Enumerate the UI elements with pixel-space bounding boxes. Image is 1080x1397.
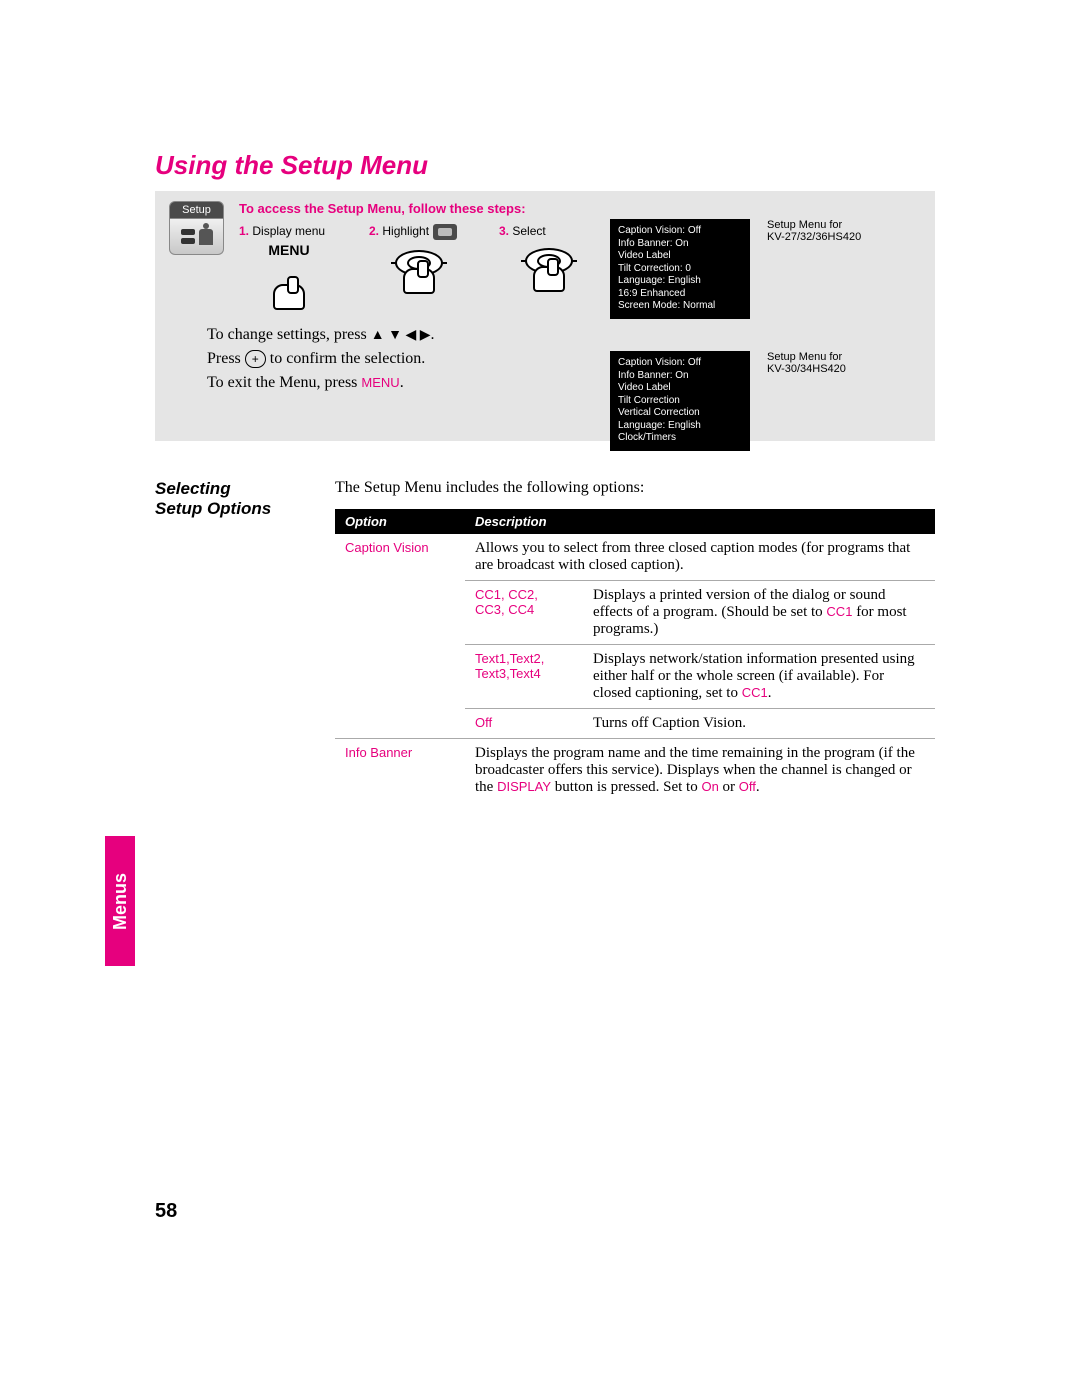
option-desc: Displays the program name and the time r… xyxy=(465,739,935,803)
desc-text: button is pressed. Set to xyxy=(551,779,701,795)
option-name: Caption Vision xyxy=(345,540,429,555)
osd-preview-1: Caption Vision: Off Info Banner: On Vide… xyxy=(610,219,750,319)
table-row: Caption Vision Allows you to select from… xyxy=(335,534,935,581)
sub-option-key: CC1, CC2, xyxy=(475,587,575,602)
remote-select-icon xyxy=(519,242,579,287)
osd2-line: Info Banner: On xyxy=(618,370,742,383)
osd2-line: Vertical Correction xyxy=(618,407,742,420)
table-row: Info Banner Displays the program name an… xyxy=(335,739,935,803)
sub-option-desc: Displays a printed version of the dialog… xyxy=(593,587,925,638)
instr-text: Press xyxy=(207,350,245,367)
side-tab-label: Menus xyxy=(110,872,131,929)
step-2-label: Highlight xyxy=(382,224,429,238)
step-3-num: 3. xyxy=(499,224,509,238)
osd1-caption: Setup Menu for KV-27/32/36HS420 xyxy=(767,219,917,243)
osd2-caption-b: KV-30/34HS420 xyxy=(767,363,917,375)
instruction-panel: Setup To access the Setup Menu, follow t… xyxy=(155,191,935,441)
osd1-line: Screen Mode: Normal xyxy=(618,300,742,313)
desc-pink: Off xyxy=(739,779,756,794)
instr-text: . xyxy=(430,326,434,343)
table-row: CC1, CC2, CC3, CC4 Displays a printed ve… xyxy=(335,581,935,645)
col-description: Description xyxy=(465,509,935,534)
option-desc: Allows you to select from three closed c… xyxy=(465,534,935,581)
osd1-line: Language: English xyxy=(618,275,742,288)
sub-option-desc: Displays network/station information pre… xyxy=(593,651,925,702)
step-1-num: 1. xyxy=(239,224,249,238)
arrow-icons: ▲ ▼ ◀ ▶ xyxy=(371,328,431,343)
section-heading: Selecting Setup Options xyxy=(155,479,305,802)
osd2-line: Tilt Correction xyxy=(618,395,742,408)
osd1-line: Info Banner: On xyxy=(618,238,742,251)
option-name: Info Banner xyxy=(345,745,412,760)
remote-dpad-icon xyxy=(389,244,449,289)
step-3: 3. Select xyxy=(499,224,599,287)
highlight-chip-icon xyxy=(433,224,457,240)
osd2-line: Clock/Timers xyxy=(618,432,742,445)
col-option: Option xyxy=(335,509,465,534)
step-3-label: Select xyxy=(512,224,545,238)
desc-pink: DISPLAY xyxy=(497,779,551,794)
table-row: Text1,Text2, Text3,Text4 Displays networ… xyxy=(335,645,935,709)
osd1-line: Tilt Correction: 0 xyxy=(618,263,742,276)
instr-text: to confirm the selection. xyxy=(266,350,426,367)
instr-text: . xyxy=(400,374,404,391)
osd2-line: Language: English xyxy=(618,420,742,433)
desc-text: or xyxy=(719,779,739,795)
step-2-num: 2. xyxy=(369,224,379,238)
sub-option-key: CC3, CC4 xyxy=(475,602,575,617)
desc-pink: On xyxy=(701,779,718,794)
osd2-line: Video Label xyxy=(618,382,742,395)
section-heading-line: Selecting xyxy=(155,479,305,499)
step-1-label: Display menu xyxy=(252,224,325,238)
osd1-caption-b: KV-27/32/36HS420 xyxy=(767,231,917,243)
instructions-block: To change settings, press ▲ ▼ ◀ ▶. Press… xyxy=(207,323,567,395)
desc-pink: CC1 xyxy=(826,604,852,619)
instr-text: To change settings, press xyxy=(207,326,371,343)
section-intro: The Setup Menu includes the following op… xyxy=(335,479,935,497)
setup-icon-label: Setup xyxy=(169,201,224,219)
desc-pink: CC1 xyxy=(742,685,768,700)
menu-keyword: MENU xyxy=(361,375,399,390)
osd1-line: 16:9 Enhanced xyxy=(618,288,742,301)
osd1-line: Video Label xyxy=(618,250,742,263)
step-2: 2. Highlight xyxy=(369,224,469,289)
access-heading: To access the Setup Menu, follow these s… xyxy=(239,201,917,216)
desc-text: . xyxy=(768,685,772,701)
options-table: Option Description Caption Vision Allows… xyxy=(335,509,935,802)
desc-text: . xyxy=(756,779,760,795)
osd-preview-2: Caption Vision: Off Info Banner: On Vide… xyxy=(610,351,750,451)
sub-option-key: Off xyxy=(475,715,575,730)
remote-thumb-icon xyxy=(259,260,319,305)
page-title: Using the Setup Menu xyxy=(155,150,935,181)
osd1-caption-a: Setup Menu for xyxy=(767,219,917,231)
osd2-caption: Setup Menu for KV-30/34HS420 xyxy=(767,351,917,375)
plus-button-icon: + xyxy=(245,350,266,368)
instr-text: To exit the Menu, press xyxy=(207,374,361,391)
side-tab-menus: Menus xyxy=(105,836,135,966)
osd1-line: Caption Vision: Off xyxy=(618,225,742,238)
sub-option-key: Text3,Text4 xyxy=(475,666,575,681)
step-1: 1. Display menu MENU xyxy=(239,224,339,305)
setup-icon: Setup xyxy=(169,201,224,255)
osd2-line: Caption Vision: Off xyxy=(618,357,742,370)
sub-option-desc: Turns off Caption Vision. xyxy=(593,715,925,732)
page-number: 58 xyxy=(155,1200,177,1223)
sub-option-key: Text1,Text2, xyxy=(475,651,575,666)
osd2-caption-a: Setup Menu for xyxy=(767,351,917,363)
section-heading-line: Setup Options xyxy=(155,499,305,519)
table-row: Off Turns off Caption Vision. xyxy=(335,709,935,739)
menu-button-label: MENU xyxy=(239,242,339,258)
